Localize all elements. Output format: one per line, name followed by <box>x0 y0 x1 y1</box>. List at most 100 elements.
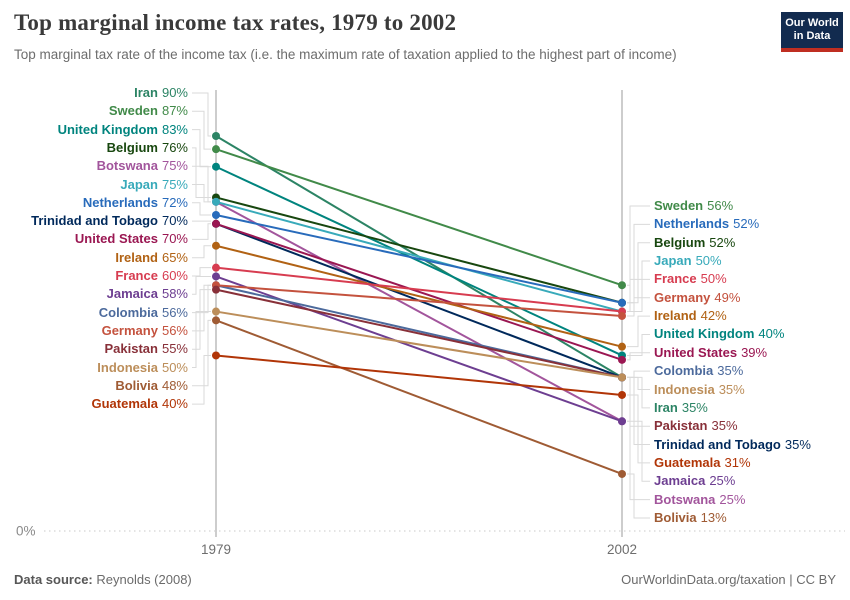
y-axis-zero-label: 0% <box>16 523 36 539</box>
credit-link[interactable]: OurWorldinData.org/taxation | CC BY <box>621 572 836 587</box>
slope-label-right-germany: Germany 49% <box>654 290 740 305</box>
country-value: 90% <box>161 85 188 100</box>
country-value: 39% <box>741 344 768 360</box>
slope-label-right-netherlands: Netherlands 52% <box>654 217 759 231</box>
country-name: Jamaica <box>654 473 706 489</box>
country-value: 60% <box>161 268 188 283</box>
country-value: 35% <box>717 363 744 379</box>
slope-label-right-iran: Iran 35% <box>654 400 708 415</box>
country-value: 55% <box>161 341 188 357</box>
slope-label-left-germany: Germany 56% <box>102 322 188 338</box>
slope-label-left-ireland: Ireland 65% <box>115 250 188 265</box>
slope-label-left-bolivia: Bolivia 48% <box>115 377 188 393</box>
connector-jamaica-left <box>192 275 211 295</box>
slope-dot-2002-bolivia <box>618 469 626 478</box>
country-value: 52% <box>733 216 760 232</box>
country-name: Trinidad and Tobago <box>31 213 158 229</box>
slope-line-guatemala <box>215 354 623 396</box>
country-value: 72% <box>161 194 188 210</box>
country-value: 35% <box>711 418 738 434</box>
connector-ireland-left <box>192 245 211 259</box>
slope-dots <box>212 131 626 478</box>
page-title: Top marginal income tax rates, 1979 to 2… <box>14 10 457 35</box>
connector-united-states-left <box>192 223 211 240</box>
x-tick-1979: 1979 <box>200 542 232 557</box>
connector-jamaica-right <box>627 420 650 482</box>
connector-united-states-right <box>627 352 650 361</box>
country-value: 31% <box>724 454 751 470</box>
country-value: 56% <box>161 322 188 338</box>
connector-bolivia-right <box>627 473 650 519</box>
data-source: Data source: Reynolds (2008) <box>14 572 192 587</box>
country-name: Japan <box>654 253 692 269</box>
country-name: Sweden <box>108 103 158 119</box>
country-value: 50% <box>700 271 727 287</box>
country-value: 40% <box>758 326 785 342</box>
slope-line-pakistan <box>215 288 623 379</box>
country-name: Trinidad and Tobago <box>654 436 781 452</box>
country-name: United Kingdom <box>57 121 158 137</box>
country-name: United States <box>654 344 738 360</box>
slope-line-indonesia <box>215 310 623 379</box>
country-value: 25% <box>709 473 736 489</box>
slope-label-left-united-states: United States 70% <box>75 232 188 246</box>
connector-france-left <box>192 267 211 277</box>
country-name: Botswana <box>654 491 716 507</box>
slope-label-left-botswana: Botswana 75% <box>97 159 188 173</box>
country-name: Japan <box>120 176 158 192</box>
slope-line-netherlands <box>215 214 623 304</box>
connector-botswana-right <box>627 420 650 501</box>
connector-guatemala-left <box>192 354 211 405</box>
slope-line-belgium <box>215 196 623 304</box>
country-value: 50% <box>695 253 722 269</box>
country-value: 76% <box>161 139 188 155</box>
country-name: Bolivia <box>654 509 697 525</box>
country-name: Netherlands <box>82 194 158 210</box>
slope-label-left-colombia: Colombia 56% <box>99 305 188 320</box>
slope-label-right-united-kingdom: United Kingdom 40% <box>654 327 784 341</box>
country-name: Jamaica <box>106 286 158 302</box>
data-source-value: Reynolds (2008) <box>96 572 192 587</box>
chart-subtitle: Top marginal tax rate of the income tax … <box>14 47 677 62</box>
country-name: Guatemala <box>91 396 158 412</box>
slope-lines <box>215 135 623 475</box>
country-name: Ireland <box>654 308 697 324</box>
slope-dot-2002-indonesia <box>618 373 626 382</box>
country-name: Sweden <box>654 198 704 213</box>
slope-label-left-sweden: Sweden 87% <box>109 104 188 118</box>
country-name: France <box>115 268 158 283</box>
country-value: 42% <box>700 308 727 324</box>
slope-label-left-jamaica: Jamaica 58% <box>107 287 188 301</box>
slope-label-right-united-states: United States 39% <box>654 344 768 360</box>
slope-label-left-guatemala: Guatemala 40% <box>91 397 188 411</box>
connector-belgium-right <box>627 242 650 304</box>
slope-dot-1979-jamaica <box>212 272 220 281</box>
owid-logo-line2: in Data <box>793 30 831 42</box>
country-value: 87% <box>161 103 188 119</box>
slope-label-left-france: France 60% <box>115 269 188 283</box>
country-name: Colombia <box>654 363 714 379</box>
country-value: 35% <box>784 436 811 452</box>
slope-line-sweden <box>215 148 623 287</box>
country-value: 40% <box>161 396 188 412</box>
slope-label-left-trinidad-and-tobago: Trinidad and Tobago 70% <box>31 214 188 228</box>
connector-guatemala-right <box>627 394 650 464</box>
country-name: Bolivia <box>115 377 158 393</box>
slope-label-right-colombia: Colombia 35% <box>654 364 743 378</box>
connector-netherlands-left <box>192 202 211 216</box>
country-value: 58% <box>161 286 188 302</box>
connector-iran-left <box>192 92 211 137</box>
slope-line-bolivia <box>215 319 623 475</box>
slope-label-left-japan: Japan 75% <box>120 176 188 192</box>
slope-dot-1979-united-kingdom <box>212 162 220 171</box>
country-value: 35% <box>718 381 745 397</box>
slope-dot-2002-netherlands <box>618 298 626 307</box>
connector-bolivia-left <box>192 319 211 387</box>
owid-logo: Our World in Data <box>781 12 843 52</box>
slope-dot-2002-germany <box>618 311 626 320</box>
slope-line-botswana <box>215 200 623 423</box>
slope-line-japan <box>215 200 623 313</box>
slope-label-right-trinidad-and-tobago: Trinidad and Tobago 35% <box>654 436 811 452</box>
